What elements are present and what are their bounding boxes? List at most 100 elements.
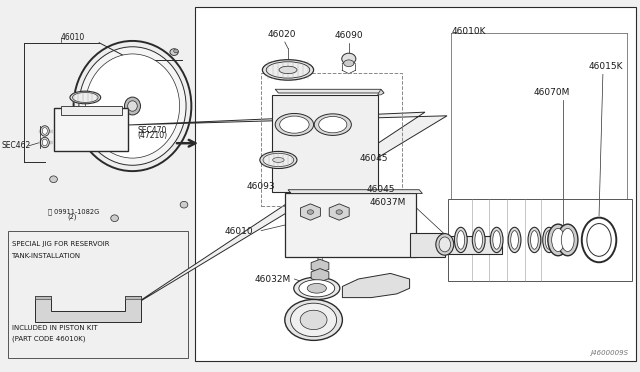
Bar [8,231,188,358]
Ellipse shape [50,176,58,183]
Text: (PART CODE 46010K): (PART CODE 46010K) [12,336,85,342]
Polygon shape [288,190,422,193]
Ellipse shape [344,60,354,67]
Ellipse shape [291,303,337,337]
Ellipse shape [552,228,564,251]
Polygon shape [329,204,349,220]
Ellipse shape [294,277,340,299]
Ellipse shape [307,283,326,293]
Polygon shape [272,95,378,192]
Ellipse shape [262,60,314,80]
Ellipse shape [300,310,327,330]
Ellipse shape [263,153,294,167]
Ellipse shape [79,47,186,165]
Polygon shape [311,269,329,282]
Bar [448,199,632,281]
Ellipse shape [170,49,178,55]
Polygon shape [342,273,410,298]
Ellipse shape [307,210,314,214]
Ellipse shape [70,91,100,104]
Ellipse shape [561,228,574,251]
Polygon shape [128,112,447,309]
Ellipse shape [543,227,556,253]
Polygon shape [378,89,384,95]
Ellipse shape [174,49,178,53]
Ellipse shape [457,231,465,249]
Ellipse shape [275,113,314,136]
Ellipse shape [508,227,521,253]
Polygon shape [285,193,416,257]
Text: 46093: 46093 [247,182,275,191]
Bar [54,108,128,151]
Ellipse shape [528,227,541,253]
Ellipse shape [511,231,518,249]
Ellipse shape [180,201,188,208]
Ellipse shape [490,227,503,253]
Ellipse shape [74,41,191,171]
Ellipse shape [85,54,180,158]
Text: 46010K: 46010K [451,27,486,36]
Text: 46037M: 46037M [370,198,406,207]
Ellipse shape [475,231,483,249]
Ellipse shape [531,231,538,249]
Bar [61,106,122,115]
Text: SEC462: SEC462 [2,141,31,150]
Bar [0,7,192,361]
Polygon shape [300,204,321,220]
Ellipse shape [40,126,49,136]
Ellipse shape [40,137,49,148]
Text: SPECIAL JIG FOR RESERVOIR: SPECIAL JIG FOR RESERVOIR [12,241,109,247]
Ellipse shape [273,158,284,163]
Ellipse shape [557,224,578,256]
Text: J4600009S: J4600009S [590,350,628,356]
Ellipse shape [548,224,568,256]
Text: 46070M: 46070M [534,89,570,97]
Ellipse shape [336,210,342,214]
Bar [195,7,636,361]
Bar [261,73,402,206]
Text: 46090: 46090 [335,31,363,40]
Text: INCLUDED IN PISTON KIT: INCLUDED IN PISTON KIT [12,325,97,331]
Ellipse shape [72,93,98,103]
Ellipse shape [42,139,47,146]
Ellipse shape [582,218,616,262]
Text: Ⓡ 09911-1082G: Ⓡ 09911-1082G [48,208,99,215]
Polygon shape [35,296,51,299]
Ellipse shape [314,114,351,135]
Ellipse shape [472,227,485,253]
Ellipse shape [128,101,138,111]
Text: 46010: 46010 [224,227,253,236]
Ellipse shape [279,66,297,74]
Text: 46015K: 46015K [589,62,623,71]
Polygon shape [35,296,141,322]
Polygon shape [125,296,141,299]
Ellipse shape [436,234,454,255]
Bar [410,232,445,257]
Ellipse shape [587,224,611,256]
Text: 46032M: 46032M [255,275,291,284]
Ellipse shape [454,227,467,253]
Ellipse shape [439,237,451,252]
Bar [445,236,502,254]
Polygon shape [311,259,329,273]
Ellipse shape [124,97,141,115]
Ellipse shape [111,215,118,222]
Ellipse shape [280,116,309,133]
Ellipse shape [260,151,297,169]
Text: SEC470: SEC470 [138,126,167,135]
Ellipse shape [299,280,335,297]
Ellipse shape [319,116,347,133]
Text: (47210): (47210) [138,131,168,140]
Ellipse shape [342,53,356,64]
Text: TANK-INSTALLATION: TANK-INSTALLATION [12,253,81,259]
Ellipse shape [285,299,342,340]
Ellipse shape [545,231,553,249]
Text: 46045: 46045 [360,154,388,163]
Text: (2): (2) [67,213,76,220]
Text: 46010: 46010 [61,33,85,42]
Text: 46045: 46045 [366,185,395,194]
Ellipse shape [493,231,500,249]
Ellipse shape [42,128,47,134]
Ellipse shape [266,62,310,78]
Text: 46020: 46020 [268,30,296,39]
